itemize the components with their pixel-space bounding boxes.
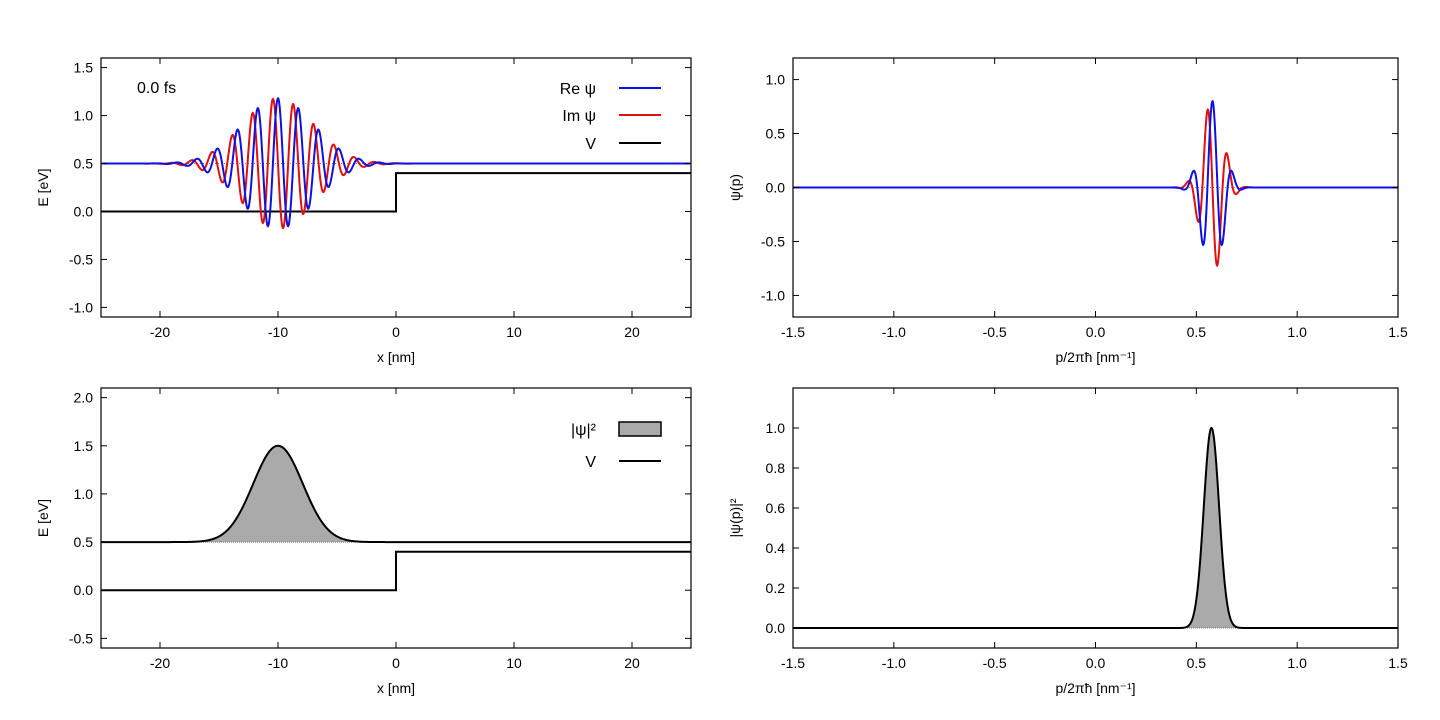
series-density-x-line bbox=[101, 444, 691, 544]
x-axis-label: p/2πħ [nm⁻¹] bbox=[1055, 349, 1135, 365]
x-tick-label: 20 bbox=[624, 324, 640, 340]
plot-area bbox=[793, 426, 1398, 629]
x-tick-label: -10 bbox=[268, 324, 288, 340]
y-tick-label: 1.0 bbox=[766, 72, 786, 88]
x-tick-label: -1.5 bbox=[781, 655, 805, 671]
x-tick-label: 0.0 bbox=[1086, 655, 1106, 671]
y-tick-label: -0.5 bbox=[69, 630, 93, 646]
x-tick-label: -20 bbox=[150, 324, 170, 340]
y-tick-label: 0.0 bbox=[766, 180, 786, 196]
y-tick-label: 1.0 bbox=[74, 108, 94, 124]
chart-density-x: -20 -10 0 10 20 -0.5 0.0 0.5 1.0 1.5 2.0 x [nm] E [e… bbox=[35, 387, 692, 696]
legend-label: V bbox=[585, 136, 596, 153]
chart-psi-p: -1.5 -1.0 -0.5 0.0 0.5 1.0 1.5 -1.0 -0.5 0.0 0.5 1.… bbox=[727, 57, 1408, 365]
y-tick-label: 0.5 bbox=[74, 156, 94, 172]
plot-area bbox=[101, 444, 691, 592]
plot-frame bbox=[100, 387, 692, 649]
chart-density-p: -1.5 -1.0 -0.5 0.0 0.5 1.0 1.5 0.0 0.2 0.4 0.6 0.8 1… bbox=[727, 387, 1408, 696]
x-tick-label: 0 bbox=[392, 655, 400, 671]
y-tick-label: 0.0 bbox=[74, 582, 94, 598]
x-tick-label: 10 bbox=[506, 324, 522, 340]
x-tick-label: 1.0 bbox=[1287, 324, 1307, 340]
legend-label: Re ψ bbox=[560, 81, 596, 98]
legend-label: Im ψ bbox=[562, 108, 596, 125]
y-tick-label: -1.0 bbox=[69, 299, 93, 315]
potential-line bbox=[101, 550, 691, 592]
x-tick-label: -1.5 bbox=[781, 324, 805, 340]
series-re-psi-p bbox=[793, 99, 1398, 247]
y-axis-label: ψ(p) bbox=[727, 174, 743, 201]
y-tick-label: 0.4 bbox=[766, 540, 786, 556]
y-tick-label: 0.8 bbox=[766, 460, 786, 476]
series-density-p-fill bbox=[793, 428, 1398, 628]
y-tick-label: 0.5 bbox=[766, 126, 786, 142]
y-tick-label: 1.5 bbox=[74, 438, 94, 454]
potential-line bbox=[101, 172, 691, 213]
y-tick-label: 0.6 bbox=[766, 500, 786, 516]
time-label: 0.0 fs bbox=[137, 80, 176, 97]
x-axis-label: x [nm] bbox=[377, 680, 415, 696]
legend-swatch bbox=[618, 421, 662, 437]
y-tick-label: -0.5 bbox=[69, 251, 93, 267]
x-tick-label: -0.5 bbox=[983, 655, 1007, 671]
x-tick-label: -1.0 bbox=[882, 655, 906, 671]
y-tick-label: 0.5 bbox=[74, 534, 94, 550]
plot-frame bbox=[792, 57, 1399, 318]
plot-area bbox=[101, 96, 691, 230]
y-tick-label: 0.0 bbox=[766, 620, 786, 636]
series-density-x-fill bbox=[101, 445, 691, 543]
y-tick-label: -1.0 bbox=[761, 287, 785, 303]
series-re-psi bbox=[101, 96, 691, 228]
x-tick-label: 1.0 bbox=[1287, 655, 1307, 671]
x-tick-label: 10 bbox=[506, 655, 522, 671]
x-tick-label: 0.0 bbox=[1086, 324, 1106, 340]
x-tick-label: 0.5 bbox=[1187, 324, 1207, 340]
x-tick-label: -20 bbox=[150, 655, 170, 671]
plot-frame bbox=[792, 387, 1399, 649]
x-tick-label: -10 bbox=[268, 655, 288, 671]
y-tick-label: 1.0 bbox=[766, 420, 786, 436]
y-axis-label: |ψ(p)|² bbox=[727, 498, 743, 537]
y-axis-label: E [eV] bbox=[35, 168, 51, 206]
series-density-p-line bbox=[793, 426, 1398, 629]
x-tick-label: -0.5 bbox=[983, 324, 1007, 340]
plot-frame bbox=[100, 57, 692, 318]
x-tick-label: -1.0 bbox=[882, 324, 906, 340]
y-axis-label: E [eV] bbox=[35, 499, 51, 537]
x-axis-label: x [nm] bbox=[377, 349, 415, 365]
y-tick-label: 1.0 bbox=[74, 486, 94, 502]
chart-psi-x: -20 -10 0 10 20 -1.0 -0.5 0.0 0.5 1.0 1.5 x [nm] E [… bbox=[35, 57, 692, 365]
plot-area bbox=[793, 99, 1398, 268]
x-tick-label: 1.5 bbox=[1388, 655, 1408, 671]
y-tick-label: 1.5 bbox=[74, 60, 94, 76]
y-tick-label: 0.0 bbox=[74, 203, 94, 219]
x-axis-label: p/2πħ [nm⁻¹] bbox=[1055, 680, 1135, 696]
x-tick-label: 20 bbox=[624, 655, 640, 671]
x-tick-label: 0.5 bbox=[1187, 655, 1207, 671]
y-tick-label: 0.2 bbox=[766, 580, 786, 596]
y-tick-label: -0.5 bbox=[761, 233, 785, 249]
x-tick-label: 1.5 bbox=[1388, 324, 1408, 340]
legend-label: |ψ|² bbox=[571, 422, 597, 439]
x-tick-label: 0 bbox=[392, 324, 400, 340]
legend-label: V bbox=[585, 454, 596, 471]
y-tick-label: 2.0 bbox=[74, 390, 94, 406]
